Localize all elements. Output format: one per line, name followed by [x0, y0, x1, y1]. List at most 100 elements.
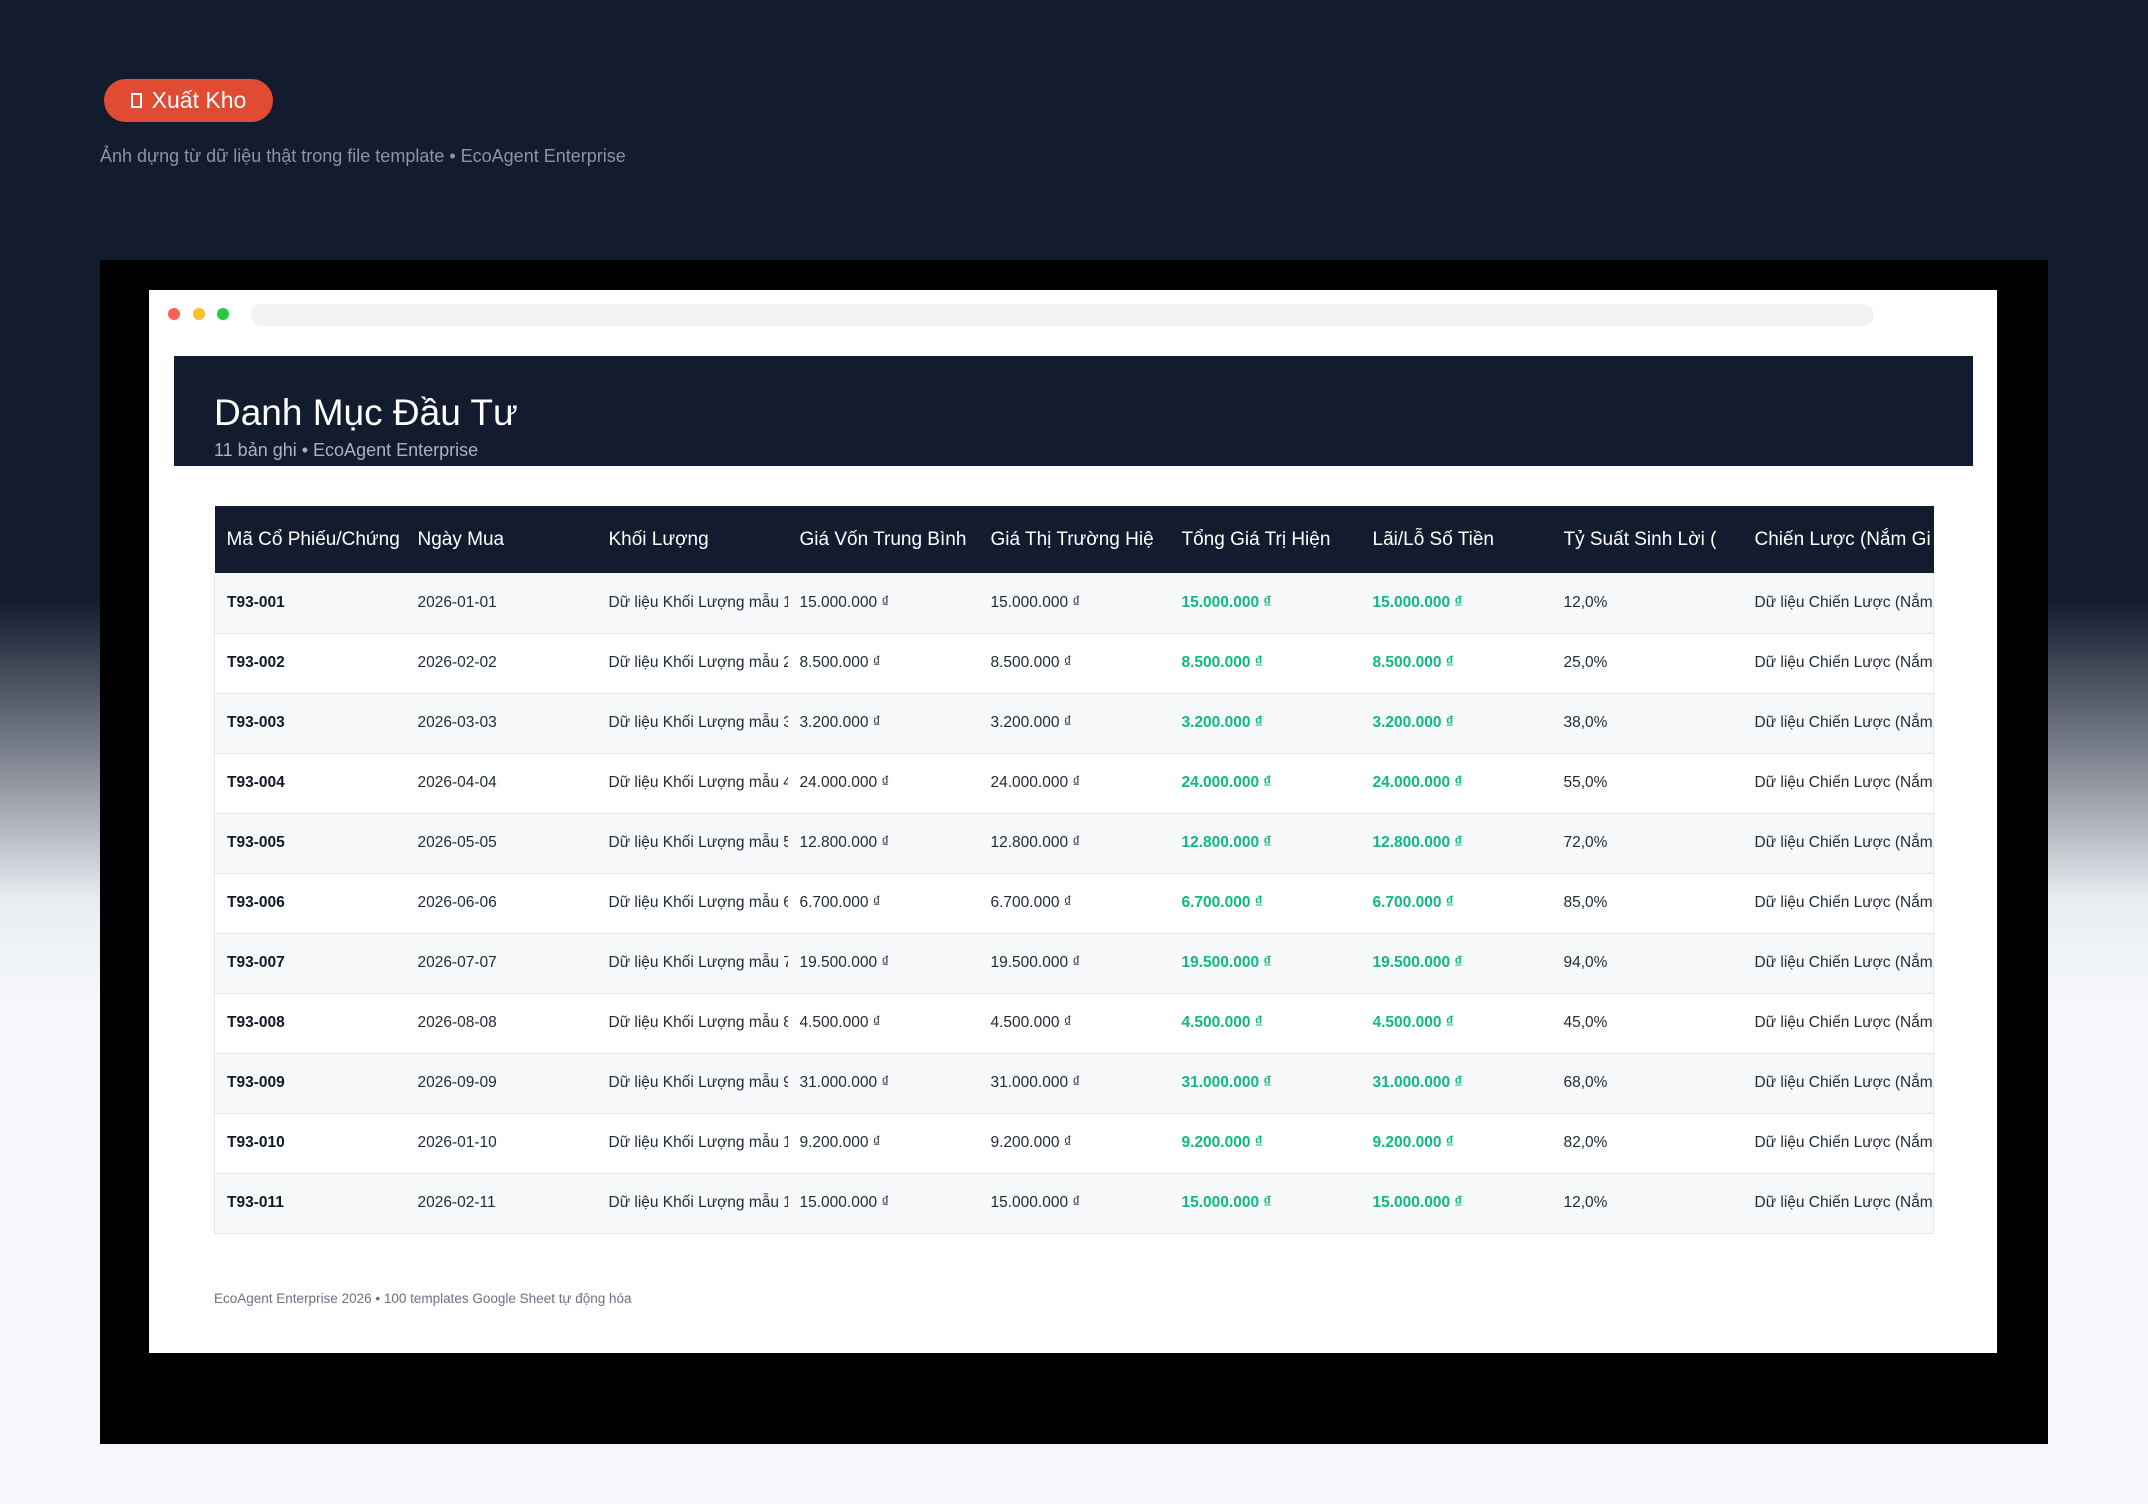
table-cell: 12.800.000 ₫	[787, 813, 979, 874]
table-cell: 4.500.000 ₫	[978, 993, 1170, 1054]
table-cell: 2026-03-03	[405, 693, 597, 754]
table-cell: T93-010	[214, 1113, 406, 1174]
table-cell: Dữ liệu Khối Lượng mẫu 9	[596, 1053, 788, 1114]
table-cell: 2026-01-01	[405, 573, 597, 634]
column-header: Ngày Mua	[405, 506, 597, 573]
table-cell: 15.000.000 ₫	[978, 1173, 1170, 1234]
table-cell: 2026-06-06	[405, 873, 597, 934]
table-cell: 12.800.000 ₫	[978, 813, 1170, 874]
table-cell: 2026-02-11	[405, 1173, 597, 1234]
table-cell: 2026-09-09	[405, 1053, 597, 1114]
table-cell: 45,0%	[1551, 993, 1743, 1054]
column-header: Khối Lượng	[596, 506, 788, 573]
table-cell: T93-005	[214, 813, 406, 874]
table-cell: T93-007	[214, 933, 406, 994]
table-cell: 31.000.000 ₫	[1169, 1053, 1361, 1114]
table-row: T93-002 2026-02-02 Dữ liệu Khối Lượng mẫu …	[214, 633, 1934, 694]
table-cell: 72,0%	[1551, 813, 1743, 874]
table-cell: 8.500.000 ₫	[787, 633, 979, 694]
table-cell: 2026-08-08	[405, 993, 597, 1054]
table-cell: T93-001	[214, 573, 406, 634]
table-cell: T93-003	[214, 693, 406, 754]
table-cell: Dữ liệu Khối Lượng mẫu 7	[596, 933, 788, 994]
table-cell: 31.000.000 ₫	[1360, 1053, 1552, 1114]
table-cell: 4.500.000 ₫	[787, 993, 979, 1054]
table-cell: T93-004	[214, 753, 406, 814]
table-cell: Dữ liệu Khối Lượng mẫu 5	[596, 813, 788, 874]
export-badge[interactable]: Xuất Kho	[104, 79, 273, 122]
table-cell: 6.700.000 ₫	[1360, 873, 1552, 934]
table-cell: 6.700.000 ₫	[1169, 873, 1361, 934]
table-cell: 24.000.000 ₫	[1169, 753, 1361, 814]
table-cell: 9.200.000 ₫	[1169, 1113, 1361, 1174]
table-cell: 15.000.000 ₫	[1169, 573, 1361, 634]
table-row: T93-008 2026-08-08 Dữ liệu Khối Lượng mẫu …	[214, 993, 1934, 1054]
table-cell: 12.800.000 ₫	[1169, 813, 1361, 874]
column-header: Giá Thị Trường Hiệ	[978, 506, 1170, 573]
table-cell: 15.000.000 ₫	[787, 573, 979, 634]
table-cell: T93-002	[214, 633, 406, 694]
table-cell: 19.500.000 ₫	[1360, 933, 1552, 994]
table-cell: Dữ liệu Chiến Lược (Nắm	[1742, 873, 1934, 934]
table-cell: T93-011	[214, 1173, 406, 1234]
table-cell: Dữ liệu Khối Lượng mẫu 1	[596, 573, 788, 634]
table-cell: 2026-02-02	[405, 633, 597, 694]
table-cell: 12,0%	[1551, 573, 1743, 634]
table-cell: T93-008	[214, 993, 406, 1054]
column-header: Mã Cổ Phiếu/Chứng	[214, 506, 406, 573]
table-cell: 2026-07-07	[405, 933, 597, 994]
table-cell: 3.200.000 ₫	[1360, 693, 1552, 754]
table-cell: 25,0%	[1551, 633, 1743, 694]
table-cell: 2026-01-10	[405, 1113, 597, 1174]
table-cell: T93-006	[214, 873, 406, 934]
table-cell: 31.000.000 ₫	[787, 1053, 979, 1114]
header-row: Mã Cổ Phiếu/Chứng Ngày Mua Khối Lượng Giá V…	[214, 506, 1934, 573]
table-cell: 55,0%	[1551, 753, 1743, 814]
window-dot	[217, 308, 229, 320]
column-header: Tổng Giá Trị Hiện	[1169, 506, 1361, 573]
sheet-subtitle: 11 bản ghi • EcoAgent Enterprise	[214, 440, 479, 460]
table-cell: Dữ liệu Chiến Lược (Nắm	[1742, 813, 1934, 874]
address-bar	[251, 304, 1874, 326]
table-cell: Dữ liệu Chiến Lược (Nắm	[1742, 753, 1934, 814]
column-header: Tỷ Suất Sinh Lời (	[1551, 506, 1743, 573]
table-cell: 15.000.000 ₫	[1169, 1173, 1361, 1234]
column-header: Chiến Lược (Nắm Gi	[1742, 506, 1934, 573]
footer: EcoAgent Enterprise 2026 • 100 templates…	[214, 1291, 632, 1306]
table-cell: 12.800.000 ₫	[1360, 813, 1552, 874]
table-cell: 82,0%	[1551, 1113, 1743, 1174]
table-cell: 24.000.000 ₫	[978, 753, 1170, 814]
table-cell: Dữ liệu Chiến Lược (Nắm	[1742, 693, 1934, 754]
table-cell: Dữ liệu Khối Lượng mẫu 4	[596, 753, 788, 814]
table-cell: 15.000.000 ₫	[1360, 1173, 1552, 1234]
table-row: T93-011 2026-02-11 Dữ liệu Khối Lượng mẫu …	[214, 1173, 1934, 1234]
table-cell: Dữ liệu Chiến Lược (Nắm	[1742, 993, 1934, 1054]
table-cell: 6.700.000 ₫	[978, 873, 1170, 934]
table-cell: Dữ liệu Khối Lượng mẫu 1	[596, 1113, 788, 1174]
sheet-header: Danh Mục Đầu Tư 11 bản ghi • EcoAgent En…	[174, 356, 1973, 466]
table-cell: Dữ liệu Khối Lượng mẫu 2	[596, 633, 788, 694]
table-cell: 15.000.000 ₫	[978, 573, 1170, 634]
table-cell: 4.500.000 ₫	[1360, 993, 1552, 1054]
table-cell: 68,0%	[1551, 1053, 1743, 1114]
table-cell: 94,0%	[1551, 933, 1743, 994]
table-cell: 3.200.000 ₫	[1169, 693, 1361, 754]
table-cell: 31.000.000 ₫	[978, 1053, 1170, 1114]
table-cell: Dữ liệu Chiến Lược (Nắm	[1742, 1053, 1934, 1114]
table-cell: 8.500.000 ₫	[978, 633, 1170, 694]
table-cell: 9.200.000 ₫	[978, 1113, 1170, 1174]
table-cell: Dữ liệu Khối Lượng mẫu 6	[596, 873, 788, 934]
table-row: T93-005 2026-05-05 Dữ liệu Khối Lượng mẫu …	[214, 813, 1934, 874]
table-row: T93-006 2026-06-06 Dữ liệu Khối Lượng mẫu …	[214, 873, 1934, 934]
badge-icon	[130, 93, 142, 108]
window-dot	[168, 308, 180, 320]
table-cell: 9.200.000 ₫	[787, 1113, 979, 1174]
table-cell: Dữ liệu Chiến Lược (Nắm	[1742, 933, 1934, 994]
table-cell: 2026-04-04	[405, 753, 597, 814]
table-cell: Dữ liệu Chiến Lược (Nắm	[1742, 573, 1934, 634]
table-cell: 3.200.000 ₫	[787, 693, 979, 754]
table-cell: Dữ liệu Khối Lượng mẫu 3	[596, 693, 788, 754]
data-table: Mã Cổ Phiếu/Chứng Ngày Mua Khối Lượng Giá V…	[214, 506, 1934, 1234]
table-cell: 38,0%	[1551, 693, 1743, 754]
